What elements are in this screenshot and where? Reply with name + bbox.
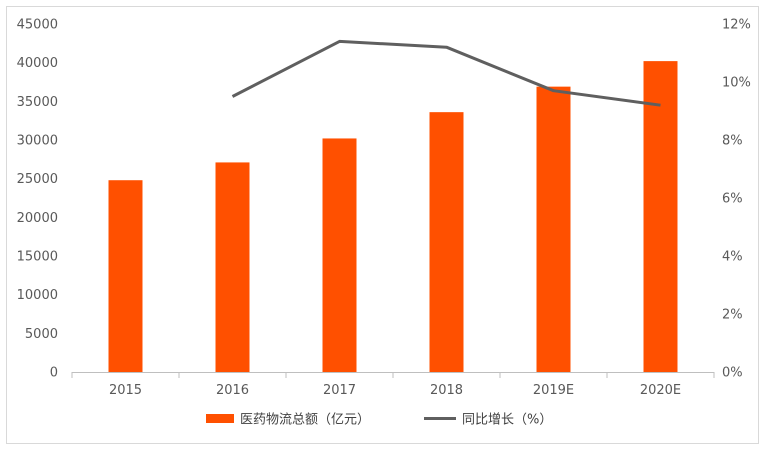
- right-tick-label: 6%: [722, 192, 743, 207]
- left-tick-label: 35000: [17, 95, 58, 110]
- x-axis-tick-marks: [71, 372, 715, 378]
- right-axis-ticks: 0% 2% 4% 6% 8% 10% 12%: [722, 18, 751, 381]
- bar-series: [108, 61, 678, 373]
- growth-line: [231, 39, 661, 107]
- bar-2016: [215, 162, 250, 372]
- x-tick-label: 2019E: [533, 383, 574, 398]
- x-tick-label: 2020E: [640, 383, 681, 398]
- left-tick-label: 30000: [17, 134, 58, 149]
- left-tick-label: 25000: [17, 172, 58, 187]
- left-tick-label: 0: [50, 366, 58, 381]
- legend-bar-label: 医药物流总额（亿元）: [240, 413, 370, 428]
- left-axis-ticks: 0 5000 10000 15000 20000 25000 30000 35000 40000…: [17, 18, 58, 381]
- left-tick-label: 40000: [17, 56, 58, 71]
- bar-2018: [429, 112, 464, 372]
- x-tick-label: 2015: [109, 383, 142, 398]
- bar-2020E: [643, 61, 678, 373]
- left-tick-label: 20000: [17, 211, 58, 226]
- right-tick-label: 8%: [722, 134, 743, 149]
- right-tick-label: 0%: [722, 366, 743, 381]
- legend: 医药物流总额（亿元） 同比增长（%）: [206, 413, 552, 428]
- right-tick-label: 4%: [722, 250, 743, 265]
- legend-line-label: 同比增长（%）: [462, 413, 552, 428]
- bar-2015: [108, 180, 143, 372]
- left-tick-label: 5000: [25, 327, 58, 342]
- left-tick-label: 15000: [17, 250, 58, 265]
- right-tick-label: 2%: [722, 308, 743, 323]
- right-tick-label: 12%: [722, 18, 751, 33]
- x-tick-label: 2017: [323, 383, 356, 398]
- left-tick-label: 10000: [17, 288, 58, 303]
- x-tick-label: 2018: [430, 383, 463, 398]
- x-axis-labels: 2015 2016 2017 2018 2019E 2020E: [109, 383, 681, 398]
- bar-2019E: [536, 86, 571, 372]
- x-tick-label: 2016: [216, 383, 249, 398]
- bar-2017: [322, 138, 357, 372]
- right-tick-label: 10%: [722, 76, 751, 91]
- legend-bar-swatch: [206, 414, 234, 423]
- left-tick-label: 45000: [17, 18, 58, 33]
